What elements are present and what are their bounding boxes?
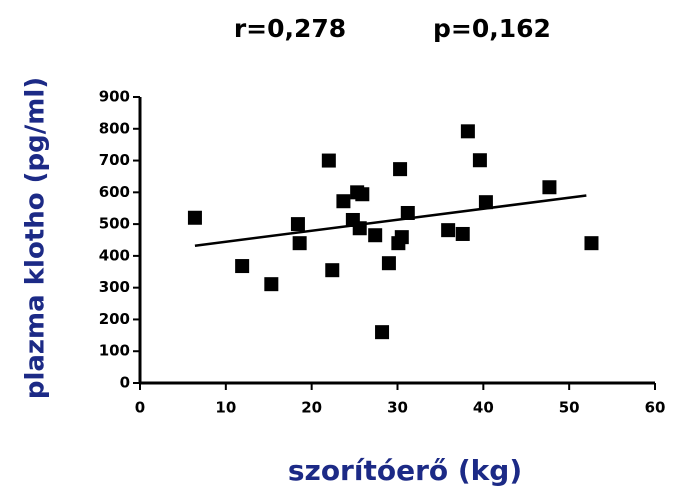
y-tick-label: 300 xyxy=(99,278,130,296)
x-tick-label: 40 xyxy=(473,399,494,417)
point xyxy=(441,223,456,238)
y-tick-label: 600 xyxy=(99,183,130,201)
point xyxy=(478,195,493,210)
point xyxy=(381,256,396,271)
x-tick-label: 0 xyxy=(135,399,145,417)
title-r: r=0,278 xyxy=(234,14,346,43)
point xyxy=(460,124,475,139)
y-tick-label: 200 xyxy=(99,310,130,328)
y-tick-label: 0 xyxy=(120,374,130,392)
point xyxy=(368,228,383,243)
point xyxy=(400,205,415,220)
x-axis-label: szorítóerő (kg) xyxy=(288,454,522,487)
y-tick-label: 400 xyxy=(99,246,130,264)
point xyxy=(325,263,340,278)
y-axis-label: plazma klotho (pg/ml) xyxy=(21,77,51,399)
point xyxy=(290,217,305,232)
x-tick-label: 30 xyxy=(387,399,408,417)
x-tick-label: 60 xyxy=(645,399,666,417)
point xyxy=(321,153,336,168)
point xyxy=(542,180,557,195)
point xyxy=(394,230,409,245)
point xyxy=(235,259,250,274)
trendline xyxy=(194,194,587,247)
point xyxy=(355,187,370,202)
y-tick-label: 900 xyxy=(99,88,130,106)
y-tick-label: 500 xyxy=(99,215,130,233)
point xyxy=(393,162,408,177)
x-tick-label: 20 xyxy=(301,399,322,417)
y-tick-label: 700 xyxy=(99,151,130,169)
title-p: p=0,162 xyxy=(433,14,551,43)
x-tick-label: 10 xyxy=(215,399,236,417)
y-tick-label: 100 xyxy=(99,342,130,360)
point xyxy=(292,236,307,251)
point xyxy=(584,236,599,251)
y-tick-label: 800 xyxy=(99,119,130,137)
point xyxy=(187,210,202,225)
point xyxy=(375,325,390,340)
point xyxy=(455,226,470,241)
point xyxy=(336,194,351,209)
point xyxy=(264,277,279,292)
x-tick-label: 50 xyxy=(559,399,580,417)
point xyxy=(472,153,487,168)
